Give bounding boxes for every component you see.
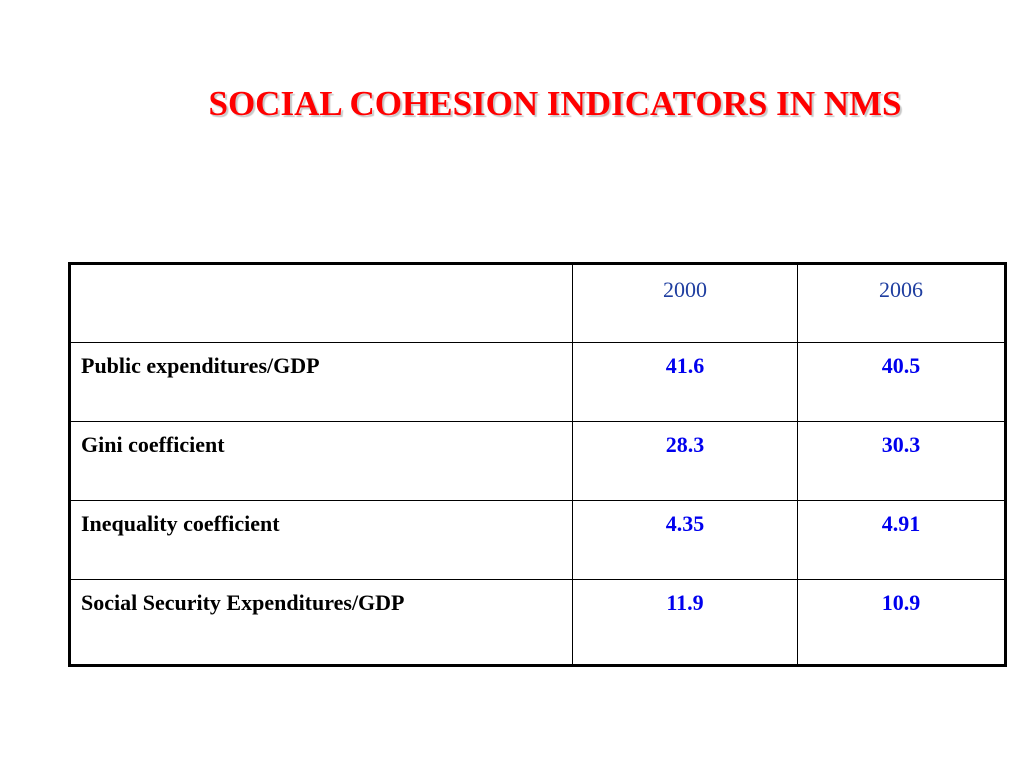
cell-value-2000: 4.35 xyxy=(572,500,798,580)
indicators-table: 2000 2006 Public expenditures/GDP 41.6 4… xyxy=(68,262,1007,667)
cell-value-2000: 41.6 xyxy=(572,342,798,422)
header-cell-empty xyxy=(69,263,573,343)
row-label: Public expenditures/GDP xyxy=(69,342,573,422)
cell-value-2006: 40.5 xyxy=(797,342,1006,422)
row-label: Social Security Expenditures/GDP xyxy=(69,579,573,666)
cell-value-2000: 28.3 xyxy=(572,421,798,501)
header-cell-2006: 2006 xyxy=(797,263,1006,343)
cell-value-2006: 10.9 xyxy=(797,579,1006,666)
table-row: Inequality coefficient 4.35 4.91 xyxy=(69,500,1006,580)
cell-value-2006: 30.3 xyxy=(797,421,1006,501)
cell-value-2000: 11.9 xyxy=(572,579,798,666)
table-header-row: 2000 2006 xyxy=(69,263,1006,343)
row-label: Gini coefficient xyxy=(69,421,573,501)
header-cell-2000: 2000 xyxy=(572,263,798,343)
table-row: Social Security Expenditures/GDP 11.9 10… xyxy=(69,579,1006,666)
row-label: Inequality coefficient xyxy=(69,500,573,580)
table-row: Public expenditures/GDP 41.6 40.5 xyxy=(69,342,1006,422)
cell-value-2006: 4.91 xyxy=(797,500,1006,580)
table-row: Gini coefficient 28.3 30.3 xyxy=(69,421,1006,501)
slide-title: SOCIAL COHESION INDICATORS IN NMS xyxy=(208,84,902,123)
